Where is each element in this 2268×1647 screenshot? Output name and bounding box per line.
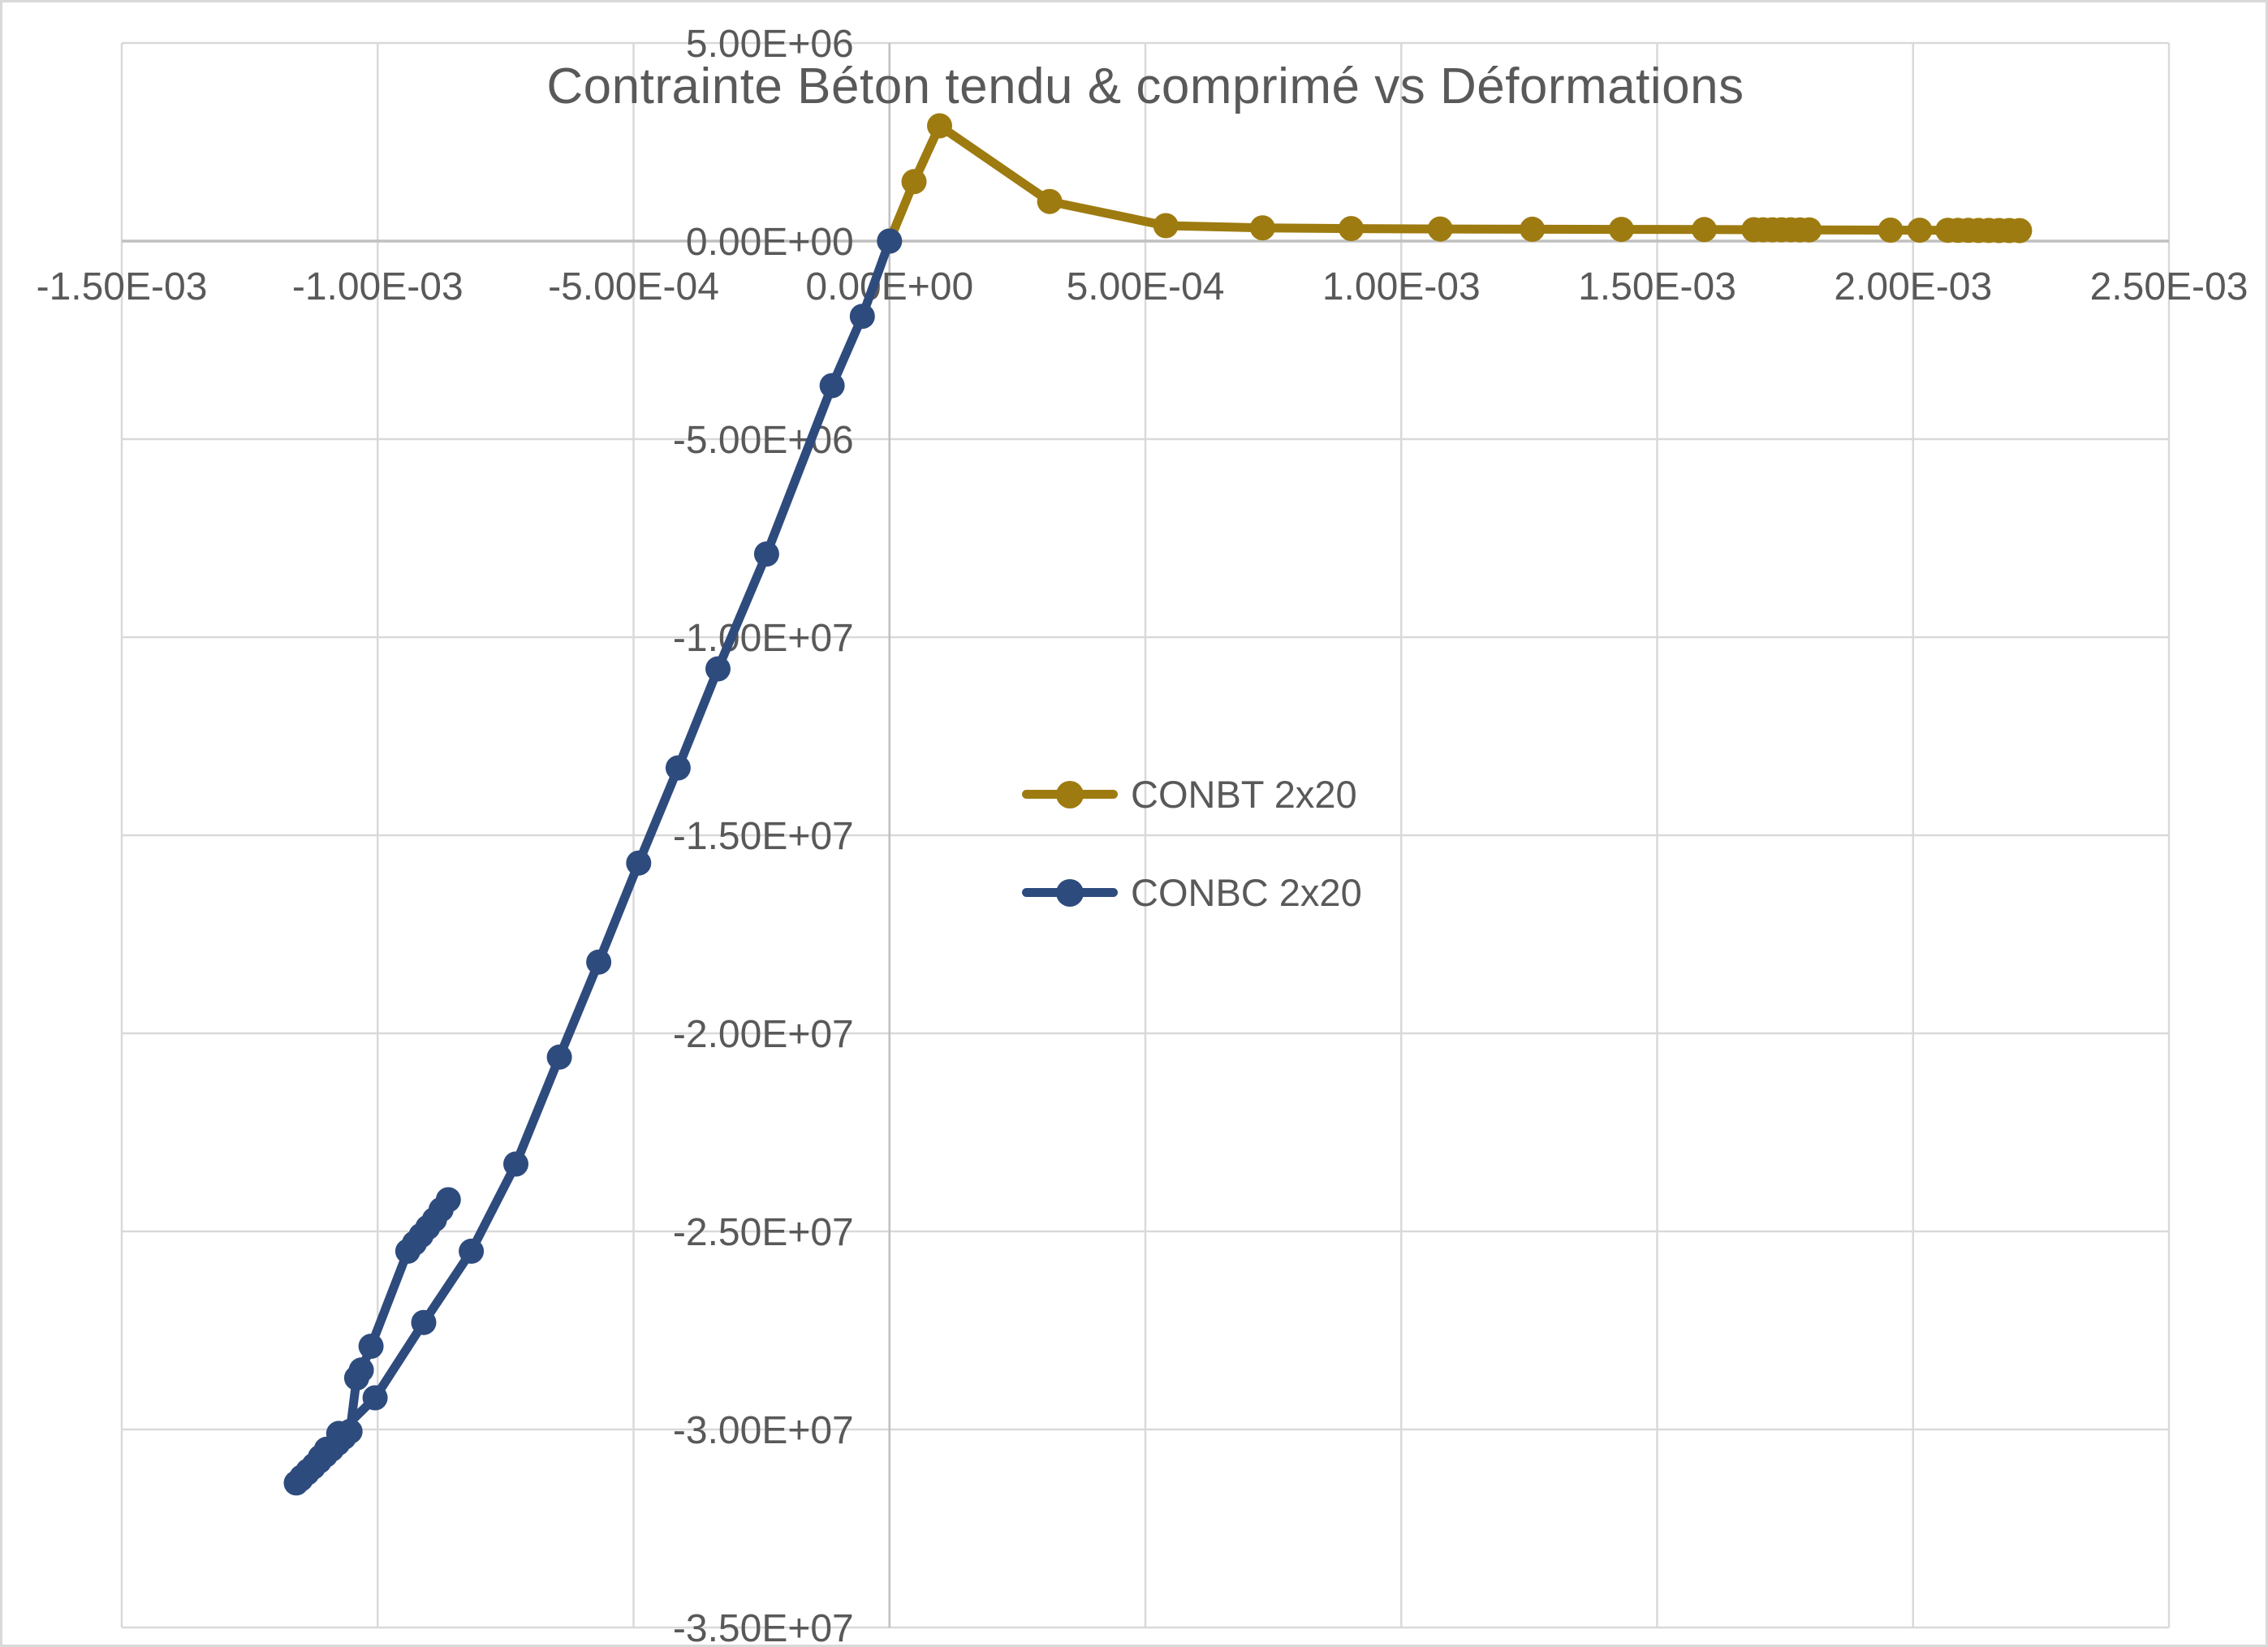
- series-marker-conbc-2x20: [348, 1357, 374, 1383]
- x-tick-label: 0.00E+00: [805, 265, 973, 308]
- x-tick-label: 2.00E-03: [1834, 265, 1992, 308]
- series-marker-conbt-2x20: [1339, 216, 1364, 242]
- series-marker-conbt-2x20: [1427, 216, 1453, 242]
- series-marker-conbt-2x20: [1907, 218, 1933, 244]
- series-marker-conbc-2x20: [586, 949, 612, 975]
- legend: CONBT 2x20 CONBC 2x20: [1022, 772, 1362, 915]
- series-marker-conbt-2x20: [1796, 217, 1822, 243]
- series-marker-conbt-2x20: [901, 169, 927, 195]
- series-marker-conbc-2x20: [435, 1187, 461, 1213]
- series-marker-conbc-2x20: [362, 1385, 388, 1411]
- legend-line-swatch-conbc: [1022, 878, 1118, 907]
- x-tick-label: -5.00E-04: [548, 265, 719, 308]
- legend-circle-marker-icon: [1056, 878, 1084, 907]
- y-tick-label: -5.00E+06: [673, 419, 854, 462]
- series-marker-conbc-2x20: [337, 1418, 363, 1444]
- x-tick-label: 1.00E-03: [1322, 265, 1481, 308]
- series-marker-conbt-2x20: [1692, 217, 1717, 243]
- series-marker-conbc-2x20: [626, 850, 652, 876]
- series-marker-conbc-2x20: [877, 228, 903, 254]
- series-marker-conbt-2x20: [1520, 216, 1546, 242]
- series-marker-conbt-2x20: [1878, 218, 1904, 243]
- y-tick-label: -2.50E+07: [673, 1211, 854, 1254]
- series-marker-conbc-2x20: [411, 1309, 437, 1335]
- series-marker-conbc-2x20: [753, 541, 779, 567]
- y-tick-label: -1.50E+07: [673, 815, 854, 858]
- y-tick-label: -3.00E+07: [673, 1409, 854, 1452]
- y-tick-label: -3.50E+07: [673, 1607, 854, 1647]
- y-tick-label: 0.00E+00: [686, 221, 854, 264]
- series-marker-conbc-2x20: [705, 656, 731, 682]
- legend-entry-conbt: CONBT 2x20: [1022, 772, 1362, 817]
- legend-line-swatch-conbt: [1022, 780, 1118, 808]
- series-marker-conbc-2x20: [503, 1151, 528, 1177]
- legend-circle-marker-icon: [1056, 780, 1084, 808]
- chart-title: Contrainte Béton tendu & comprimé vs Déf…: [546, 58, 1744, 114]
- y-tick-label: -1.00E+07: [673, 617, 854, 660]
- x-tick-label: 5.00E-04: [1067, 265, 1225, 308]
- series-marker-conbc-2x20: [459, 1238, 485, 1264]
- series-marker-conbt-2x20: [1249, 215, 1275, 241]
- series-marker-conbt-2x20: [1037, 188, 1063, 214]
- series-marker-conbc-2x20: [665, 755, 691, 781]
- series-marker-conbt-2x20: [1153, 213, 1179, 239]
- x-tick-label: -1.50E-03: [37, 265, 208, 308]
- series-marker-conbc-2x20: [546, 1044, 572, 1070]
- series-marker-conbc-2x20: [819, 373, 845, 399]
- series-marker-conbt-2x20: [1608, 217, 1634, 243]
- legend-entry-conbc: CONBC 2x20: [1022, 870, 1362, 915]
- series-line-conbt-2x20: [885, 121, 2024, 246]
- x-tick-label: 1.50E-03: [1578, 265, 1736, 308]
- y-tick-label: -2.00E+07: [673, 1013, 854, 1056]
- series-marker-conbc-2x20: [849, 304, 875, 330]
- legend-label-conbc: CONBC 2x20: [1131, 871, 1362, 914]
- x-tick-label: -1.00E-03: [292, 265, 464, 308]
- series-marker-conbt-2x20: [2007, 218, 2033, 244]
- x-tick-label: 2.50E-03: [2090, 265, 2249, 308]
- legend-label-conbt: CONBT 2x20: [1131, 773, 1357, 816]
- series-marker-conbc-2x20: [358, 1334, 384, 1359]
- y-tick-label: 5.00E+06: [686, 23, 854, 66]
- series-marker-conbt-2x20: [927, 113, 952, 139]
